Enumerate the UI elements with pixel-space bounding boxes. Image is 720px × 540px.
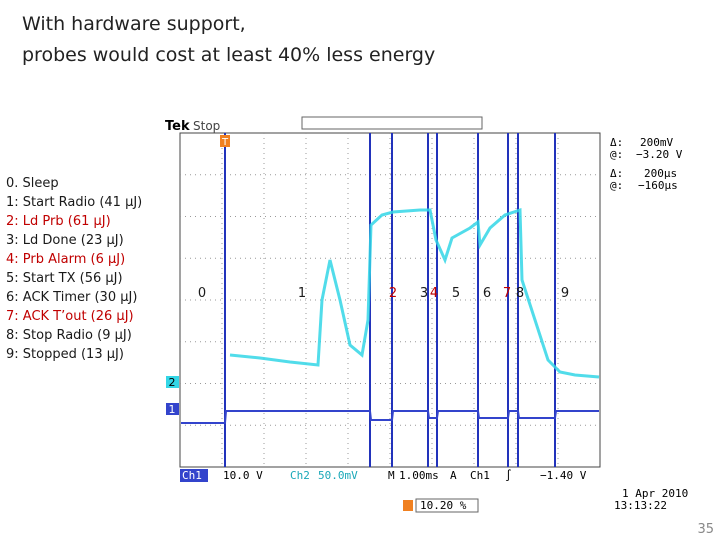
cursor-at-symbol: @: — [610, 148, 623, 161]
ch2-marker-box — [166, 376, 179, 388]
trigger-pos-box — [415, 498, 479, 513]
ch2-marker: 2 — [169, 376, 176, 389]
event-item: 1: Start Radio (41 µJ) — [6, 195, 142, 210]
page-number: 35 — [697, 522, 714, 537]
event-marker: 1 — [298, 286, 306, 301]
cursor-at: −3.20 V — [636, 148, 683, 161]
date: 1 Apr 2010 — [622, 487, 688, 500]
timebase: 1.00ms — [399, 469, 439, 482]
cursor-delta: 200µs — [644, 167, 677, 180]
event-item: 9: Stopped (13 µJ) — [6, 347, 124, 362]
event-marker: 2 — [389, 286, 397, 301]
ch2-trace — [229, 207, 600, 379]
scope-brand: Tek — [165, 119, 190, 134]
event-marker: 5 — [452, 286, 460, 301]
cursor-at-symbol: @: — [610, 179, 623, 192]
title-line: probes would cost at least 40% less ener… — [22, 44, 435, 66]
record-bar — [301, 116, 483, 130]
trigger-source: Ch1 — [470, 469, 490, 482]
event-list: 0. Sleep 1: Start Radio (41 µJ) 2: Ld Prb … — [6, 176, 142, 362]
trigger-level: −1.40 V — [540, 469, 587, 482]
event-marker: 4 — [430, 286, 438, 301]
event-item: 2: Ld Prb (61 µJ) — [6, 214, 111, 229]
ch2-scale: 50.0mV — [318, 469, 358, 482]
event-item: 5: Start TX (56 µJ) — [6, 271, 123, 286]
trigger-marker: T — [221, 137, 229, 148]
trigger-position: 10.20 % — [420, 499, 467, 512]
cursor-delta: 200mV — [640, 136, 673, 149]
cursor-delta-symbol: Δ: — [610, 167, 623, 180]
event-item: 6: ACK Timer (30 µJ) — [6, 290, 137, 305]
trigger-label: A — [450, 469, 457, 482]
event-item: 0. Sleep — [6, 176, 59, 191]
event-marker: 8 — [516, 286, 524, 301]
event-marker: 7 — [503, 286, 511, 301]
cursor-delta-symbol: Δ: — [610, 136, 623, 149]
event-marker: 3 — [420, 286, 428, 301]
event-item: 8: Stop Radio (9 µJ) — [6, 328, 132, 343]
ch1-scale: 10.0 V — [223, 469, 263, 482]
trigger-slope: ∫ — [505, 469, 512, 482]
ch2-label: Ch2 — [290, 469, 310, 482]
ch1-trace — [181, 410, 599, 424]
ch1-box — [180, 469, 208, 482]
event-item: 3: Ld Done (23 µJ) — [6, 233, 124, 248]
ch1-label: Ch1 — [182, 469, 202, 482]
event-marker: 6 — [483, 286, 491, 301]
event-item: 4: Prb Alarm (6 µJ) — [6, 252, 125, 267]
title-line: With hardware support, — [22, 13, 246, 35]
trigger-marker-box — [220, 135, 230, 147]
ch1-marker: 1 — [169, 403, 176, 416]
ch1-marker-box — [166, 403, 179, 415]
trigger-pos-icon — [403, 500, 413, 511]
time: 13:13:22 — [614, 499, 667, 512]
event-marker: 0 — [198, 286, 206, 301]
timebase-label: M — [388, 469, 395, 482]
cursor-at: −160µs — [638, 179, 678, 192]
scope-state: Stop — [193, 119, 220, 133]
event-marker: 9 — [561, 286, 569, 301]
event-item: 7: ACK T’out (26 µJ) — [6, 309, 134, 324]
